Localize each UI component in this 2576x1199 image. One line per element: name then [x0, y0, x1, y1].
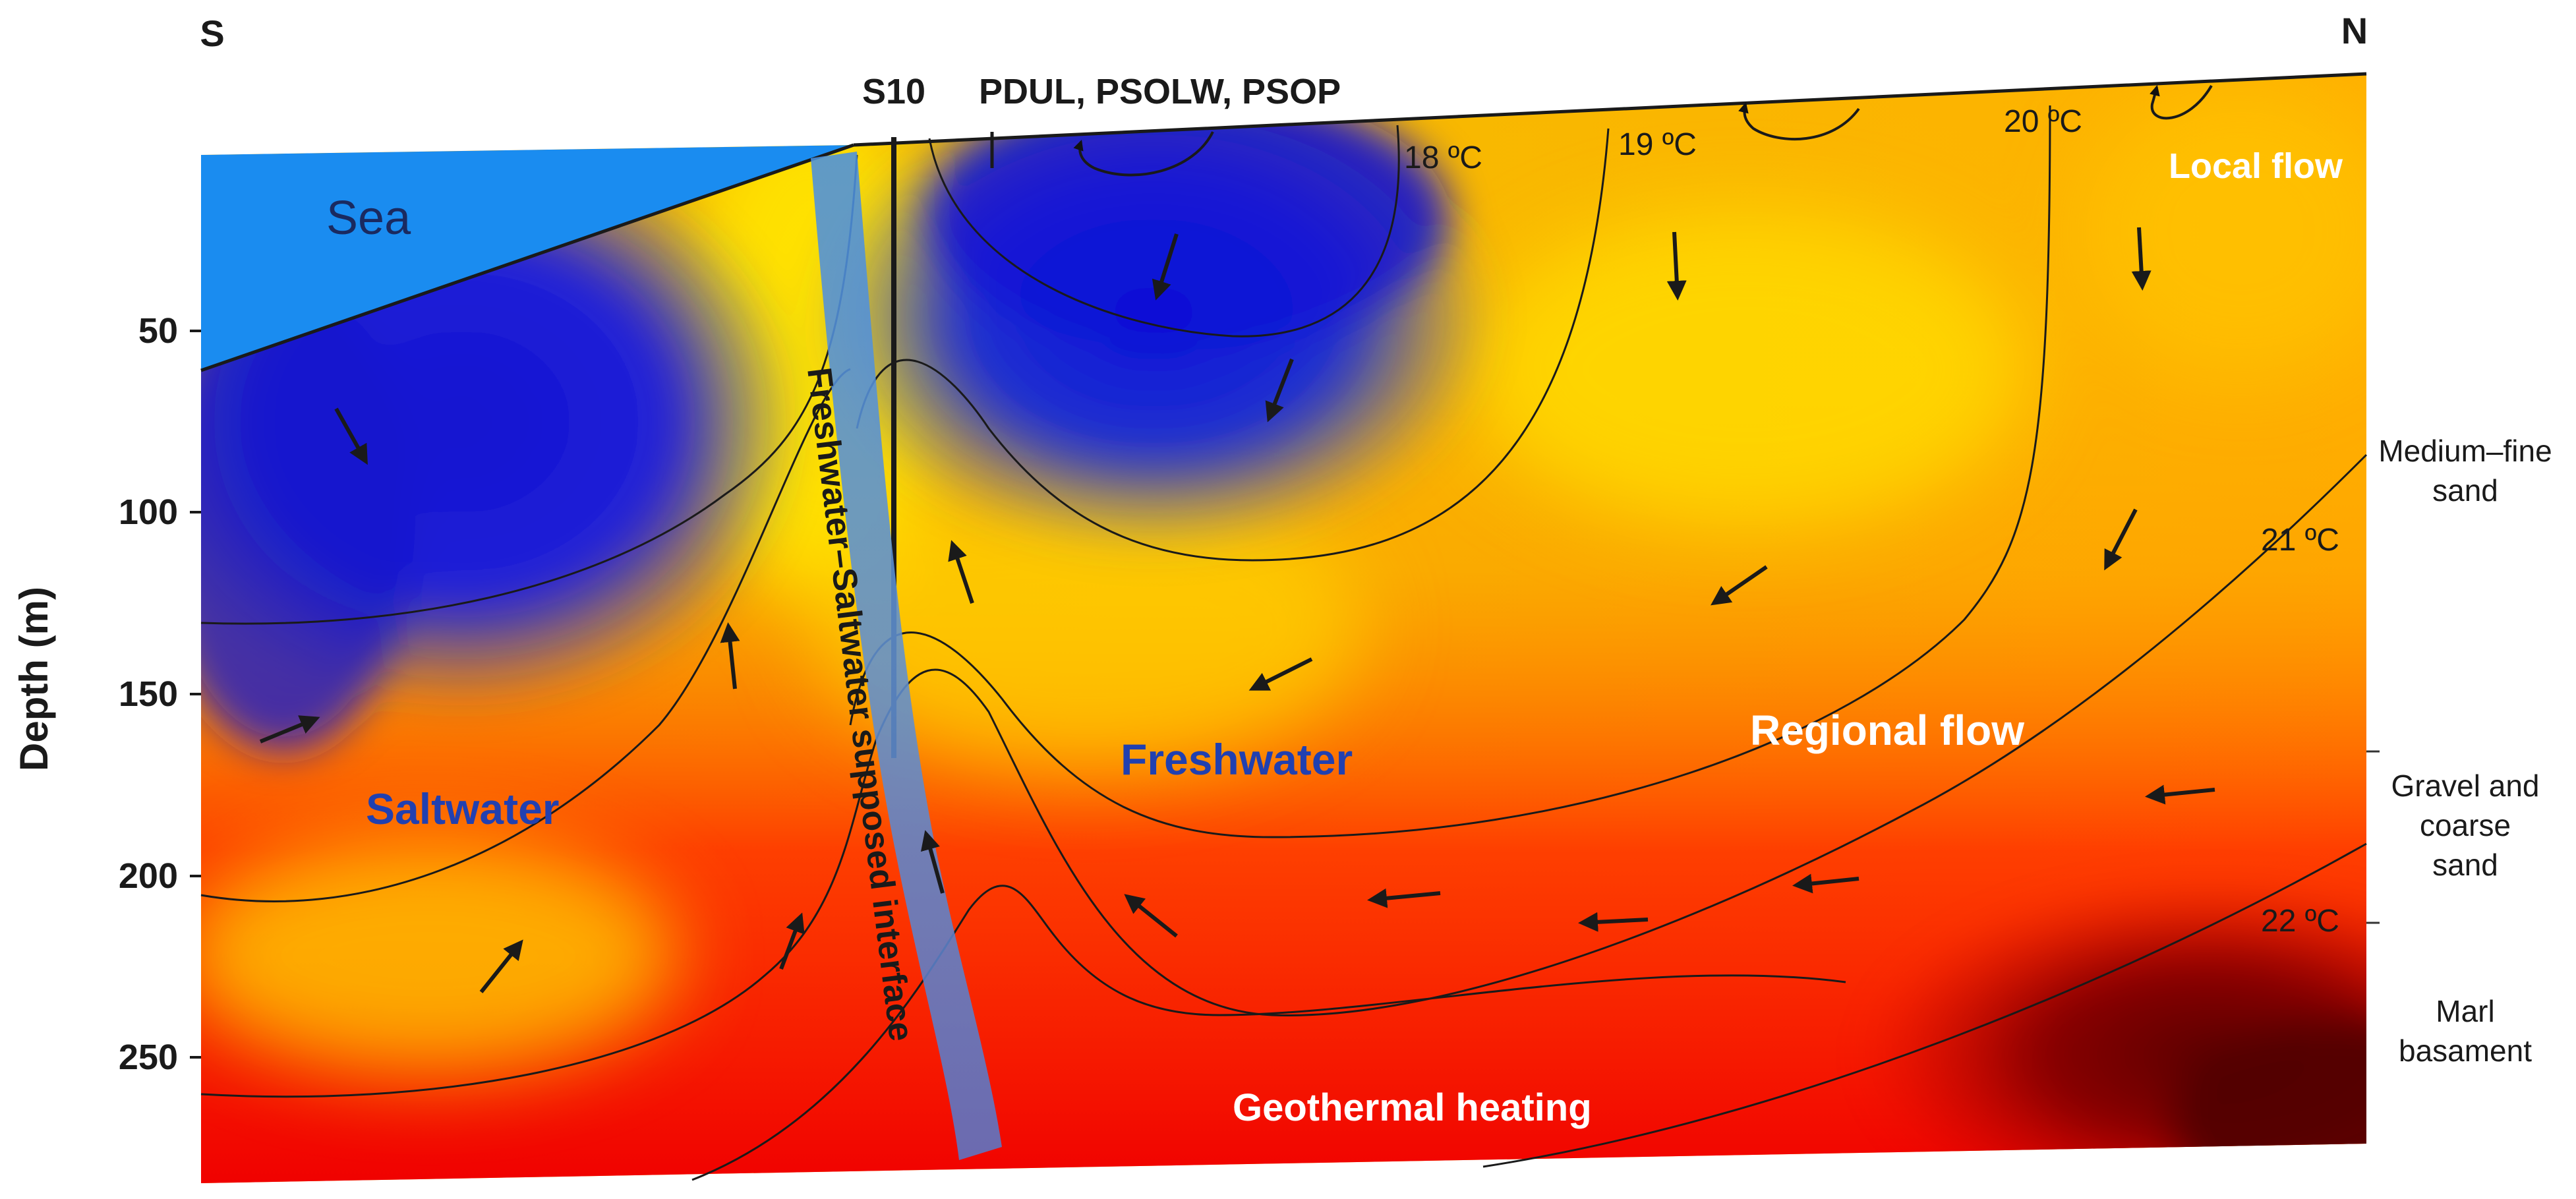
- flow-arrow: [1578, 912, 1649, 932]
- isotherm-18: [928, 125, 1400, 337]
- orientation-south: S: [200, 13, 224, 54]
- local-flow-curls: [1073, 84, 2213, 177]
- geothermal-heating-label: Geothermal heating: [1233, 1086, 1592, 1129]
- lithology-dividers: [2366, 750, 2380, 924]
- isotherm-19-right: [856, 128, 1610, 562]
- y-tick-150: 150: [119, 674, 178, 714]
- flow-arrow: [2145, 784, 2215, 805]
- lithology-basament: basament: [2399, 1034, 2532, 1068]
- flow-arrow: [920, 830, 945, 894]
- local-flow-label: Local flow: [2169, 146, 2343, 186]
- flow-arrow: [948, 540, 974, 604]
- flow-arrows: [259, 227, 2215, 993]
- flow-arrow: [1711, 565, 1768, 606]
- flow-arrow: [1367, 888, 1441, 908]
- y-tick-250: 250: [119, 1038, 178, 1077]
- y-axis-ticks: [190, 330, 201, 1059]
- isotherm-22: [691, 885, 1846, 1181]
- freshwater-label: Freshwater: [1121, 735, 1353, 784]
- isotherm-label-18: 18 ºC: [1404, 140, 1482, 175]
- lithology-coarse: coarse: [2420, 808, 2511, 842]
- flow-arrow: [479, 939, 523, 993]
- isotherm-20-left: [200, 368, 851, 902]
- lithology-sand-1: sand: [2432, 473, 2498, 508]
- sea-bed-line: [200, 143, 854, 372]
- y-tick-100: 100: [119, 492, 178, 532]
- topographic-surface-line: [853, 72, 2367, 147]
- saltwater-label: Saltwater: [366, 784, 559, 833]
- flow-arrow: [1124, 894, 1178, 938]
- flow-arrow: [2131, 227, 2152, 291]
- isotherm-label-22: 22 ºC: [2261, 904, 2339, 939]
- isotherm-label-19: 19 ºC: [1618, 127, 1697, 162]
- y-axis-label: Depth (m): [12, 587, 56, 771]
- y-tick-200: 200: [119, 856, 178, 896]
- flow-arrow: [779, 912, 805, 970]
- flow-arrow: [1248, 657, 1313, 691]
- isotherm-label-21: 21 ºC: [2261, 523, 2339, 558]
- flow-arrow: [2104, 508, 2138, 571]
- orientation-north: N: [2341, 10, 2368, 51]
- isotherm-21: [200, 453, 2368, 1098]
- well-label-s10: S10: [862, 72, 925, 111]
- isotherm-20-right: [849, 105, 2051, 838]
- regional-flow-label: Regional flow: [1750, 707, 2024, 754]
- isotherm-lines: [200, 105, 2368, 1181]
- y-tick-50: 50: [138, 311, 178, 351]
- flow-arrow: [1666, 231, 1687, 301]
- flow-arrow: [334, 407, 368, 465]
- flow-arrow: [720, 622, 740, 689]
- isotherm-22-lower: [1482, 842, 2367, 1168]
- flow-arrow: [1152, 233, 1179, 301]
- flow-arrow: [1265, 358, 1294, 423]
- well-label-group: PDUL, PSOLW, PSOP: [979, 72, 1341, 111]
- flow-arrow: [1792, 873, 1859, 894]
- temperature-color-field: [201, 74, 2366, 1183]
- lithology-medium-fine: Medium–fine: [2378, 434, 2552, 468]
- lithology-marl: Marl: [2436, 994, 2494, 1028]
- flow-arrow: [259, 715, 320, 744]
- isotherm-label-20: 20 ºC: [2004, 104, 2082, 139]
- lithology-gravel: Gravel and: [2391, 769, 2539, 803]
- sea-label: Sea: [326, 192, 411, 245]
- lithology-sand-2: sand: [2432, 848, 2498, 882]
- interface-band: [811, 152, 1002, 1160]
